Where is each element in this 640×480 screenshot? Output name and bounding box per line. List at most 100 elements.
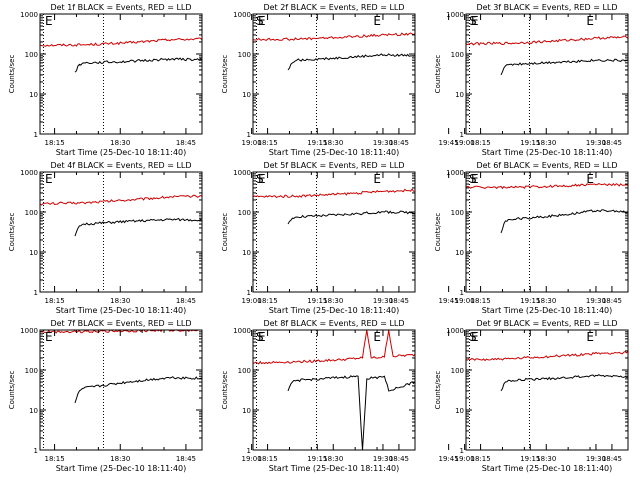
x-tick-label: 18:45 xyxy=(602,297,622,305)
y-axis-label: Counts/sec xyxy=(434,213,442,252)
x-tick-label: 18:15 xyxy=(44,455,64,463)
y-tick-label: 10 xyxy=(455,91,464,99)
marker-label: E xyxy=(586,172,594,186)
axes-frame xyxy=(465,13,629,135)
y-tick-label: 1 xyxy=(460,289,464,297)
x-tick-label: 18:15 xyxy=(257,455,277,463)
y-tick-label: 100 xyxy=(451,209,464,217)
x-axis-label: Start Time (25-Dec-10 18:11:40) xyxy=(269,464,400,473)
marker-label: E xyxy=(45,14,53,28)
axes-frame xyxy=(39,329,203,451)
x-tick-label: 18:15 xyxy=(470,139,490,147)
chart-panel-det9: Det 9f BLACK = Events, RED = LLD Counts/s… xyxy=(434,319,629,473)
x-tick-label: 18:45 xyxy=(602,455,622,463)
x-axis-label: Start Time (25-Dec-10 18:11:40) xyxy=(56,464,187,473)
y-tick-label: 100 xyxy=(25,51,38,59)
x-tick-label: 19:15 xyxy=(307,297,327,305)
marker-label: E xyxy=(258,14,266,28)
y-tick-label: 1 xyxy=(247,131,251,139)
y-tick-label: 1000 xyxy=(233,169,251,177)
series-lld-line xyxy=(253,32,415,41)
y-tick-label: 100 xyxy=(451,51,464,59)
marker-label: E xyxy=(258,330,266,344)
chart-title: Det 1f BLACK = Events, RED = LLD xyxy=(50,3,191,12)
x-tick-label: 18:30 xyxy=(323,455,343,463)
series-events-line xyxy=(500,58,628,76)
chart-panel-det3: Det 3f BLACK = Events, RED = LLD Counts/s… xyxy=(434,3,629,157)
chart-title: Det 9f BLACK = Events, RED = LLD xyxy=(476,319,617,328)
marker-label: S xyxy=(469,172,477,186)
plot-area xyxy=(253,330,415,450)
y-tick-label: 10 xyxy=(29,91,38,99)
marker-label: S xyxy=(256,172,264,186)
series-events-line xyxy=(74,376,202,404)
x-tick-label: 19:00 xyxy=(455,455,475,463)
chart-panel-det8: Det 8f BLACK = Events, RED = LLD Counts/s… xyxy=(221,319,606,473)
y-tick-label: 1000 xyxy=(446,169,464,177)
x-tick-label: 19:30 xyxy=(373,297,393,305)
x-tick-label: 19:15 xyxy=(520,455,540,463)
marker-label: E xyxy=(258,172,266,186)
series-lld-line xyxy=(466,35,628,46)
series-events-line xyxy=(500,209,628,234)
y-tick-label: 1000 xyxy=(20,11,38,19)
x-tick-label: 19:15 xyxy=(520,139,540,147)
y-tick-label: 100 xyxy=(238,51,251,59)
x-tick-label: 19:00 xyxy=(242,297,262,305)
x-tick-label: 19:30 xyxy=(373,139,393,147)
x-tick-label: 18:45 xyxy=(176,455,196,463)
y-axis-label: Counts/sec xyxy=(8,213,16,252)
marker-label: E xyxy=(586,14,594,28)
y-axis-label: Counts/sec xyxy=(221,371,229,410)
y-tick-label: 10 xyxy=(242,407,251,415)
x-tick-label: 19:00 xyxy=(242,139,262,147)
x-tick-label: 18:45 xyxy=(389,297,409,305)
axes-frame xyxy=(252,329,416,451)
x-tick-label: 19:15 xyxy=(307,139,327,147)
series-events-line xyxy=(287,53,415,71)
axes-frame xyxy=(39,171,203,293)
y-tick-label: 100 xyxy=(25,209,38,217)
x-axis-label: Start Time (25-Dec-10 18:11:40) xyxy=(269,148,400,157)
plot-area xyxy=(466,14,628,134)
series-lld-line xyxy=(466,350,628,362)
y-tick-label: 10 xyxy=(29,249,38,257)
x-axis-label: Start Time (25-Dec-10 18:11:40) xyxy=(482,306,613,315)
chart-title: Det 4f BLACK = Events, RED = LLD xyxy=(50,161,191,170)
x-tick-label: 19:15 xyxy=(520,297,540,305)
x-tick-label: 18:15 xyxy=(470,455,490,463)
x-tick-label: 18:45 xyxy=(389,139,409,147)
series-lld-line xyxy=(40,194,202,206)
x-axis-label: Start Time (25-Dec-10 18:11:40) xyxy=(482,148,613,157)
marker-label: E xyxy=(45,172,53,186)
x-tick-label: 18:15 xyxy=(470,297,490,305)
y-tick-label: 1 xyxy=(460,131,464,139)
x-tick-label: 18:30 xyxy=(536,455,556,463)
y-tick-label: 10 xyxy=(455,407,464,415)
series-events-line xyxy=(287,375,415,450)
x-tick-label: 18:30 xyxy=(536,297,556,305)
y-tick-label: 1000 xyxy=(233,11,251,19)
x-axis-label: Start Time (25-Dec-10 18:11:40) xyxy=(269,306,400,315)
plot-area xyxy=(40,172,202,292)
x-tick-label: 19:00 xyxy=(242,455,262,463)
x-tick-label: 18:15 xyxy=(44,139,64,147)
marker-label: S xyxy=(256,14,264,28)
y-axis-label: Counts/sec xyxy=(8,371,16,410)
x-tick-label: 18:30 xyxy=(110,297,130,305)
chart-panel-det1: Det 1f BLACK = Events, RED = LLD Counts/s… xyxy=(8,3,459,157)
plot-area xyxy=(466,172,628,292)
y-tick-label: 10 xyxy=(29,407,38,415)
y-tick-label: 1000 xyxy=(446,327,464,335)
series-events-line xyxy=(287,210,415,225)
x-tick-label: 19:30 xyxy=(586,297,606,305)
x-tick-label: 19:45 xyxy=(439,455,459,463)
chart-panel-det7: Det 7f BLACK = Events, RED = LLD Counts/s… xyxy=(8,319,459,473)
chart-panel-det5: Det 5f BLACK = Events, RED = LLD Counts/s… xyxy=(221,161,606,315)
y-axis-label: Counts/sec xyxy=(221,213,229,252)
marker-label: S xyxy=(469,330,477,344)
y-tick-label: 100 xyxy=(25,367,38,375)
series-events-line xyxy=(74,217,202,237)
x-tick-label: 18:45 xyxy=(389,455,409,463)
